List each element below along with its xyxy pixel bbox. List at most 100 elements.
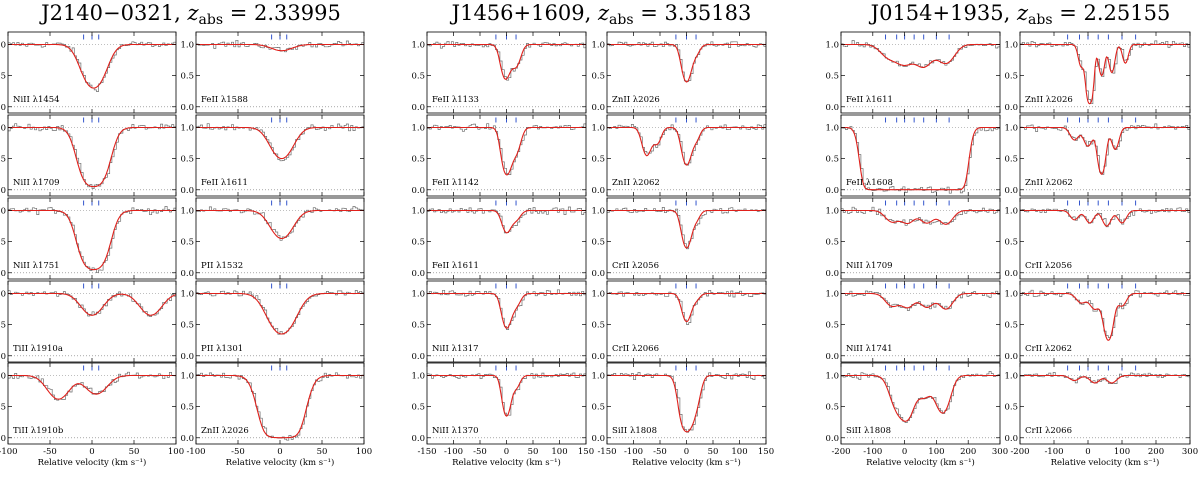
- spectrum-panel: 0.0 0.5 1.0 CrII λ2056: [591, 197, 767, 280]
- model-fit: [1020, 209, 1190, 227]
- x-axis-label: Relative velocity (km s⁻¹): [866, 457, 975, 468]
- panel-label: CrII λ2056: [612, 261, 659, 271]
- x-tick-label: 50: [528, 447, 539, 457]
- y-tick-label: 1.0: [411, 40, 425, 50]
- spectrum-data: [427, 40, 586, 81]
- spectrum-data: [196, 290, 364, 335]
- model-fit: [1020, 43, 1190, 105]
- y-tick-label: 1.0: [0, 40, 6, 50]
- x-tick-label: -50: [231, 447, 245, 457]
- y-tick-label: 0.0: [1004, 103, 1018, 113]
- panel-label: NiII λ1370: [432, 426, 479, 436]
- model-fit: [8, 292, 176, 316]
- panel-frame: [1019, 362, 1191, 445]
- y-tick-label: 0.0: [411, 434, 425, 444]
- panel-label: FeII λ1142: [432, 178, 479, 188]
- x-tick-label: 0: [504, 447, 509, 457]
- title-value: = 3.35183: [634, 1, 752, 25]
- model-fit: [607, 209, 766, 249]
- x-tick-label: -100: [444, 447, 463, 457]
- spectrum-data: [196, 206, 364, 241]
- spectrum-data: [607, 41, 766, 82]
- panel-frame: [1019, 114, 1191, 197]
- x-tick-label: 200: [960, 447, 976, 457]
- model-fit: [427, 374, 586, 417]
- spectrum-panel: 0.0 0.5 1.0 SiII λ1808 -200 -100 0 100 200 300 Rel…: [825, 362, 1008, 468]
- y-tick-label: 1.0: [180, 289, 194, 299]
- panel-frame: [840, 114, 1001, 197]
- y-tick-label: 0.0: [411, 186, 425, 196]
- y-tick-label: 1.0: [1004, 123, 1018, 133]
- spectrum-data: [841, 126, 1000, 194]
- title-z: z: [597, 1, 610, 25]
- spectrum-panel: 0.0 0.5 1.0 FeII λ1611: [411, 197, 587, 280]
- y-tick-label: 1.0: [825, 206, 839, 216]
- y-tick-label: 1.0: [825, 40, 839, 50]
- spectrum-panel: 0.0 0.5 1.0 CrII λ2066 -200 -100 0 100 200 300 Rel…: [1004, 362, 1198, 468]
- chart-title: J0154+1935, zabs = 2.25155: [869, 1, 1171, 28]
- x-tick-label: 300: [992, 447, 1008, 457]
- y-tick-label: 0.5: [1004, 72, 1018, 82]
- y-tick-label: 0.5: [825, 403, 839, 413]
- model-fit: [427, 126, 586, 176]
- panel-label: ZnII λ2062: [1025, 178, 1073, 188]
- y-tick-label: 0.0: [411, 103, 425, 113]
- x-tick-label: -100: [1044, 447, 1063, 457]
- panel-frame: [840, 197, 1001, 280]
- panel-label: FeII λ1611: [201, 178, 248, 188]
- y-tick-label: 1.0: [591, 206, 605, 216]
- y-tick-label: 0.5: [591, 72, 605, 82]
- y-tick-label: 0.0: [1004, 186, 1018, 196]
- model-fit: [1020, 292, 1190, 341]
- y-tick-label: 1.0: [1004, 371, 1018, 381]
- y-tick-label: 0.5: [825, 155, 839, 165]
- y-tick-label: 1.0: [0, 289, 6, 299]
- spectrum-data: [1020, 40, 1190, 105]
- spectrum-data: [196, 123, 364, 162]
- y-tick-label: 0.0: [825, 434, 839, 444]
- panel-label: FeII λ1133: [432, 95, 479, 105]
- title-sub: abs: [199, 12, 224, 28]
- panel-label: ZnII λ2026: [1025, 95, 1073, 105]
- y-tick-label: 0.0: [411, 269, 425, 279]
- model-fit: [427, 43, 586, 80]
- model-fit: [196, 209, 364, 240]
- x-tick-label: -200: [831, 447, 850, 457]
- panel-label: FeII λ1611: [432, 261, 479, 271]
- x-tick-label: 100: [356, 447, 372, 457]
- x-axis-label: Relative velocity (km s⁻¹): [1051, 457, 1160, 468]
- y-tick-label: 1.0: [825, 289, 839, 299]
- y-tick-label: 0.0: [0, 352, 6, 362]
- spectrum-panel: 0.0 0.5 1.0 CrII λ2062: [1004, 280, 1191, 363]
- x-tick-label: 100: [1114, 447, 1130, 457]
- spectrum-panel: 0.0 0.5 1.0 FeII λ1611: [825, 31, 1001, 114]
- y-tick-label: 0.0: [180, 186, 194, 196]
- y-tick-label: 1.0: [591, 289, 605, 299]
- y-tick-label: 0.0: [591, 269, 605, 279]
- spectrum-panel: 0.0 0.5 1.0 FeII λ1608: [825, 114, 1001, 197]
- y-tick-label: 0.0: [1004, 269, 1018, 279]
- panel-label: NiII λ1741: [846, 344, 893, 354]
- y-tick-label: 0.5: [591, 238, 605, 248]
- panel-label: SiII λ1808: [612, 426, 657, 436]
- y-tick-label: 1.0: [411, 123, 425, 133]
- model-fit: [196, 374, 364, 439]
- spectrum-panel: 0.0 0.5 1.0 CrII λ2066: [591, 280, 767, 363]
- model-fit: [841, 292, 1000, 310]
- y-tick-label: 0.5: [0, 321, 6, 331]
- panel-frame: [1019, 31, 1191, 114]
- spectrum-panel: 0.0 0.5 1.0 TiII λ1910b -100 -50 0 50 100 Relativ…: [0, 362, 184, 468]
- spectrum-panel: 0.0 0.5 1.0 NiII λ1709: [825, 197, 1001, 280]
- panel-label: PII λ1532: [201, 261, 243, 271]
- y-tick-label: 0.0: [825, 103, 839, 113]
- y-tick-label: 0.0: [825, 269, 839, 279]
- spectrum-panel: 0.0 0.5 1.0 NiII λ1317: [411, 280, 587, 363]
- x-tick-label: 50: [129, 447, 140, 457]
- spectrum-data: [1020, 289, 1190, 338]
- x-tick-label: 0: [89, 447, 94, 457]
- y-tick-label: 1.0: [411, 289, 425, 299]
- title-name: J2140−0321,: [39, 1, 187, 25]
- panel-label: PII λ1301: [201, 344, 243, 354]
- x-tick-label: 300: [1182, 447, 1198, 457]
